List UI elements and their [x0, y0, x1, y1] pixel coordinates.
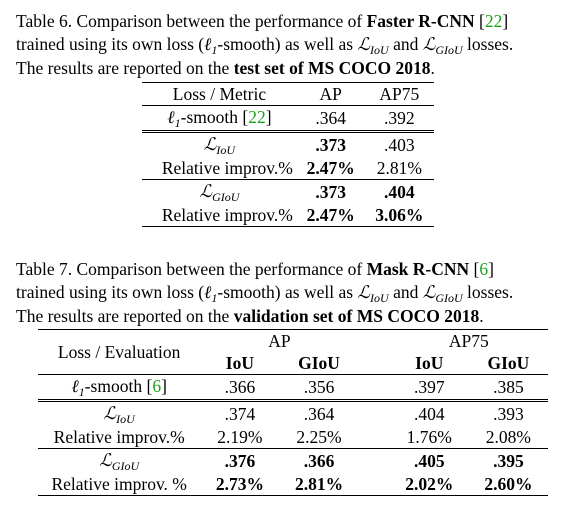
cell-ap-giou: .366	[303, 451, 335, 471]
table7: Loss / Evaluation AP AP75 IoU GIoU IoU G…	[38, 329, 548, 496]
table7-caption-line2: trained using its own loss (ℓ1-smooth) a…	[16, 281, 514, 305]
table6: Loss / Metric AP AP75 ℓ1-smooth [22] .36…	[142, 82, 434, 227]
cell-ap-iou: 2.73%	[215, 474, 264, 494]
cell-ap-giou: .364	[303, 404, 335, 424]
row-label: Relative improv.%	[161, 158, 293, 178]
table-row: ℓ1-smooth [22] .364 .392	[142, 106, 434, 132]
cell-ap-iou: .366	[224, 377, 256, 397]
header-ap75-iou: IoU	[415, 353, 444, 373]
header-loss-metric: Loss / Metric	[172, 84, 267, 104]
table-row: ℓ1-smooth [6] .366 .356 .397 .385	[38, 375, 548, 401]
citation-link[interactable]: 22	[484, 11, 503, 31]
table-subheader-row: IoU GIoU IoU GIoU	[38, 352, 548, 375]
cell-ap-iou: 2.19%	[217, 427, 263, 447]
row-label: Relative improv. %	[51, 474, 187, 494]
table-row: ℒIoU .374 .364 .404 .393	[38, 401, 548, 426]
cell-ap75-iou: .397	[413, 377, 445, 397]
header-ap-iou: IoU	[225, 353, 254, 373]
row-loss-label: ℒIoU	[103, 403, 135, 426]
table6-caption-line3: The results are reported on the test set…	[16, 58, 435, 78]
table-row: ℒIoU .373 .403	[142, 132, 434, 157]
cell-ap: 2.47%	[306, 158, 355, 178]
cell-ap-giou: 2.25%	[296, 427, 342, 447]
cell-ap: .373	[315, 135, 347, 155]
cell-ap75: 2.81%	[376, 158, 422, 178]
citation-link[interactable]: 22	[248, 107, 266, 127]
row-label: Relative improv.%	[53, 427, 185, 447]
table-row: Relative improv. % 2.73% 2.81% 2.02% 2.6…	[38, 473, 548, 496]
table6-caption-line1: Table 6. Comparison between the performa…	[16, 11, 509, 31]
cell-ap75-iou: 2.02%	[405, 474, 454, 494]
table-row: Relative improv.% 2.47% 3.06%	[142, 204, 434, 227]
cell-ap75: 3.06%	[375, 205, 424, 225]
header-ap75: AP75	[379, 84, 420, 104]
row-loss-label: ℒGIoU	[199, 181, 240, 204]
table7-caption-line3: The results are reported on the validati…	[16, 306, 484, 326]
cell-ap75: .392	[383, 108, 415, 128]
cell-ap: 2.47%	[306, 205, 355, 225]
row-loss-label: ℒIoU	[203, 134, 236, 157]
cell-ap75-iou: .404	[413, 404, 445, 424]
table-header-row: Loss / Evaluation AP AP75	[38, 329, 548, 362]
cell-ap75-giou: 2.60%	[484, 474, 533, 494]
cell-ap-iou: .374	[224, 404, 256, 424]
cell-ap75-iou: .405	[413, 451, 445, 471]
cell-ap-giou: 2.81%	[294, 474, 344, 494]
table-row: Relative improv.% 2.19% 2.25% 1.76% 2.08…	[38, 426, 548, 449]
header-ap: AP	[268, 331, 291, 351]
citation-link[interactable]: 6	[479, 259, 489, 279]
row-loss-label: ℓ1-smooth [6]	[71, 376, 167, 399]
table-header-row: Loss / Metric AP AP75	[142, 82, 434, 106]
cell-ap75: .403	[383, 135, 415, 155]
table7-caption: Table 7. Comparison between the performa…	[16, 258, 572, 328]
cell-ap-iou: .376	[224, 451, 256, 471]
table6-caption-line2: trained using its own loss (ℓ1-smooth) a…	[16, 33, 514, 57]
row-label: Relative improv.%	[161, 205, 293, 225]
header-ap75: AP75	[448, 331, 489, 351]
cell-ap75: .404	[383, 182, 415, 202]
table-row: ℒGIoU .373 .404	[142, 180, 434, 204]
cell-ap-giou: .356	[303, 377, 335, 397]
header-loss-evaluation: Loss / Evaluation	[57, 342, 181, 362]
cell-ap: .373	[315, 182, 347, 202]
table6-caption: Table 6. Comparison between the performa…	[16, 10, 572, 80]
table7-caption-line1: Table 7. Comparison between the performa…	[16, 259, 494, 279]
header-ap: AP	[319, 84, 342, 104]
table-row: Relative improv.% 2.47% 2.81%	[142, 157, 434, 180]
row-loss-label: ℓ1-smooth [22]	[167, 107, 272, 130]
citation-link[interactable]: 6	[152, 376, 162, 396]
header-ap-giou: GIoU	[298, 353, 340, 373]
cell-ap: .364	[315, 108, 347, 128]
table-row: ℒGIoU .376 .366 .405 .395	[38, 449, 548, 473]
cell-ap75-giou: .385	[493, 377, 524, 397]
cell-ap75-giou: .395	[493, 451, 524, 471]
cell-ap75-iou: 1.76%	[406, 427, 452, 447]
header-ap75-giou: GIoU	[487, 353, 530, 373]
cell-ap75-giou: 2.08%	[485, 427, 531, 447]
cell-ap75-giou: .393	[493, 404, 524, 424]
row-loss-label: ℒGIoU	[99, 450, 140, 473]
